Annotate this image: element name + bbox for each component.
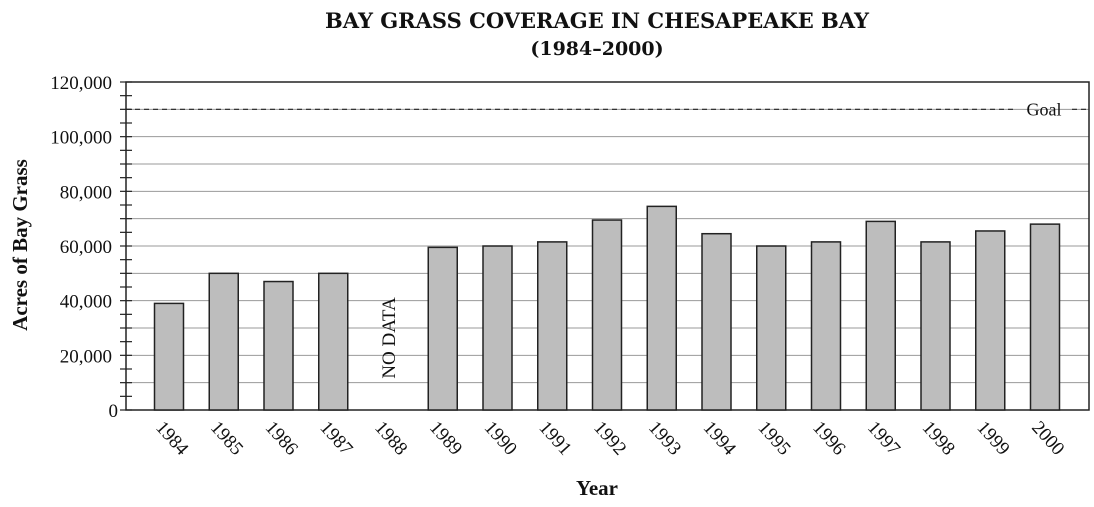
x-tick-label: 1996: [808, 417, 849, 459]
x-tick-label: 1986: [261, 417, 302, 459]
y-tick-label: 60,000: [60, 237, 112, 258]
bar: [427, 246, 458, 411]
bar: [153, 302, 185, 411]
bar: [975, 230, 1006, 411]
y-tick-label: 20,000: [60, 346, 112, 367]
x-tick-label: 1984: [151, 417, 192, 460]
x-tick-label: 1993: [644, 417, 685, 459]
x-axis-label: Year: [576, 476, 618, 500]
x-tick-label: 1988: [370, 417, 411, 459]
x-tick-label: 1992: [589, 417, 630, 459]
y-tick-label: 40,000: [60, 292, 112, 313]
bar: [865, 220, 896, 411]
bar: [701, 232, 732, 411]
x-tick-label: 2000: [1027, 417, 1068, 459]
y-axis-label: Acres of Bay Grass: [8, 159, 32, 331]
x-tick-label: 1997: [863, 417, 904, 459]
chart-subtitle: (1984–2000): [530, 38, 663, 60]
bar: [756, 245, 787, 411]
x-tick-label: 1985: [206, 417, 247, 459]
x-tick-label: 1999: [973, 417, 1014, 459]
x-tick-label: 1998: [918, 417, 959, 459]
x-tick-label: 1995: [754, 417, 795, 459]
bar: [1029, 223, 1061, 411]
bar: [920, 241, 951, 411]
bar: [537, 241, 568, 411]
bar: [591, 219, 623, 411]
y-tick-label: 100,000: [50, 128, 112, 149]
y-tick-label: 120,000: [50, 73, 112, 94]
bar: [318, 272, 349, 411]
bar: [646, 205, 677, 411]
x-tick-label: 1991: [535, 417, 576, 459]
x-tick-label: 1990: [480, 417, 521, 459]
bar: [810, 241, 842, 411]
x-tick-label: 1987: [316, 417, 357, 459]
x-tick-label: 1989: [425, 417, 466, 459]
chart-title: BAY GRASS COVERAGE IN CHESAPEAKE BAY: [325, 8, 870, 33]
goal-label: Goal: [1027, 99, 1062, 119]
bar: [208, 272, 239, 411]
x-tick-label: 1994: [699, 417, 740, 460]
y-tick-label: 80,000: [60, 182, 112, 203]
no-data-label: NO DATA: [379, 297, 400, 379]
bar: [482, 245, 513, 411]
plot-area: Goal 0 20,000 40,000 60,000 80,000 100,000 120,…: [50, 73, 1090, 460]
bar: [263, 280, 294, 411]
y-tick-label: 0: [109, 401, 119, 422]
